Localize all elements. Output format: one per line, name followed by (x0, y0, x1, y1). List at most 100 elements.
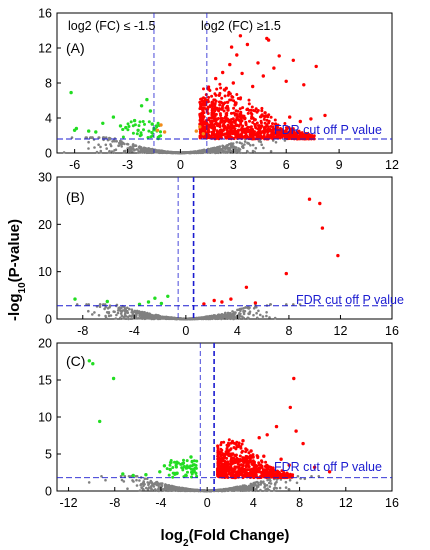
up-point (200, 99, 204, 103)
up-point (233, 461, 237, 465)
up-point (226, 460, 230, 464)
up-point (264, 125, 268, 129)
up-point (235, 112, 239, 116)
up-point (245, 42, 250, 47)
nonsignificant-point (122, 480, 126, 483)
x-tick-label: 0 (204, 496, 211, 510)
nonsignificant-point (208, 148, 212, 151)
nonsignificant-point (214, 315, 217, 319)
nonsignificant-point (269, 482, 273, 485)
nonsignificant-point (95, 150, 99, 154)
nonsignificant-point (228, 489, 231, 492)
nonsignificant-point (131, 144, 135, 148)
nonsignificant-point (238, 312, 241, 315)
up-point (259, 121, 263, 125)
nonsignificant-point (98, 303, 102, 306)
down-point (182, 458, 185, 462)
up-point (289, 127, 293, 131)
up-point (225, 447, 229, 450)
down-point (156, 135, 160, 139)
up-point (252, 137, 256, 141)
up-point (318, 201, 322, 206)
down-point (166, 294, 170, 298)
up-point (233, 465, 237, 469)
up-point (198, 117, 202, 121)
up-point (235, 470, 239, 474)
down-point (159, 134, 163, 138)
nonsignificant-point (99, 151, 103, 154)
up-point (218, 82, 222, 86)
nonsignificant-point (146, 149, 149, 152)
nonsignificant-point (220, 148, 223, 151)
up-point (242, 114, 246, 119)
nonsignificant-point (189, 488, 192, 492)
nonsignificant-point (136, 317, 140, 320)
up-point (249, 108, 253, 112)
up-point (217, 117, 220, 120)
x-tick-label: 6 (283, 158, 290, 172)
up-point (238, 454, 242, 458)
nonsignificant-point (203, 149, 207, 153)
down-series (87, 359, 195, 478)
up-point (236, 133, 240, 137)
up-point (231, 117, 235, 121)
down-point (137, 302, 142, 306)
nonsignificant-point (197, 151, 201, 154)
up-point (223, 94, 227, 98)
up-point (241, 464, 245, 468)
x-tick-label: 9 (336, 158, 343, 172)
nonsignificant-point (102, 303, 105, 306)
near_threshold-point (162, 130, 167, 134)
up-point (257, 436, 261, 440)
up-point (232, 106, 236, 110)
nonsignificant-point (135, 313, 138, 317)
nonsignificant-point (269, 479, 272, 483)
up-point (263, 111, 267, 115)
up-point (221, 463, 225, 467)
up-point (219, 447, 223, 451)
up-point (241, 106, 245, 110)
nonsignificant-point (127, 475, 131, 478)
down-point (153, 296, 157, 300)
up-point (266, 466, 270, 470)
nonsignificant-point (128, 307, 131, 311)
nonsignificant-point (267, 478, 270, 481)
up-point (219, 100, 223, 104)
nonsignificant-point (218, 145, 222, 148)
up-point (314, 64, 318, 69)
nonsignificant-point (238, 148, 242, 151)
nonsignificant-point (249, 488, 252, 492)
up-point (213, 98, 217, 102)
up-point (280, 469, 284, 473)
nonsignificant-point (200, 317, 203, 321)
up-point (254, 466, 258, 470)
up-point (250, 127, 254, 131)
up-point (246, 111, 250, 115)
nonsignificant-point (260, 143, 264, 146)
nonsignificant-point (116, 309, 120, 312)
up-point (226, 93, 230, 97)
nonsignificant-point (265, 489, 268, 492)
up-point (198, 100, 202, 104)
nonsignificant-point (104, 136, 108, 139)
nonsignificant-point (135, 484, 139, 487)
up-point (230, 461, 235, 465)
down-point (145, 97, 149, 102)
up-point (216, 454, 220, 458)
nonsignificant-point (268, 485, 272, 488)
up-point (227, 438, 231, 442)
up-point (260, 106, 264, 110)
nonsignificant-cloud (87, 475, 321, 493)
up-point (244, 120, 248, 124)
nonsignificant-point (224, 151, 227, 154)
up-point (208, 105, 212, 109)
nonsignificant-point (117, 144, 120, 148)
up-point (305, 137, 309, 141)
nonsignificant-point (118, 307, 121, 310)
nonsignificant-point (247, 307, 251, 310)
y-tick-label: 0 (45, 147, 52, 161)
nonsignificant-point (98, 305, 102, 309)
up-point (242, 456, 246, 460)
up-point (241, 124, 245, 128)
